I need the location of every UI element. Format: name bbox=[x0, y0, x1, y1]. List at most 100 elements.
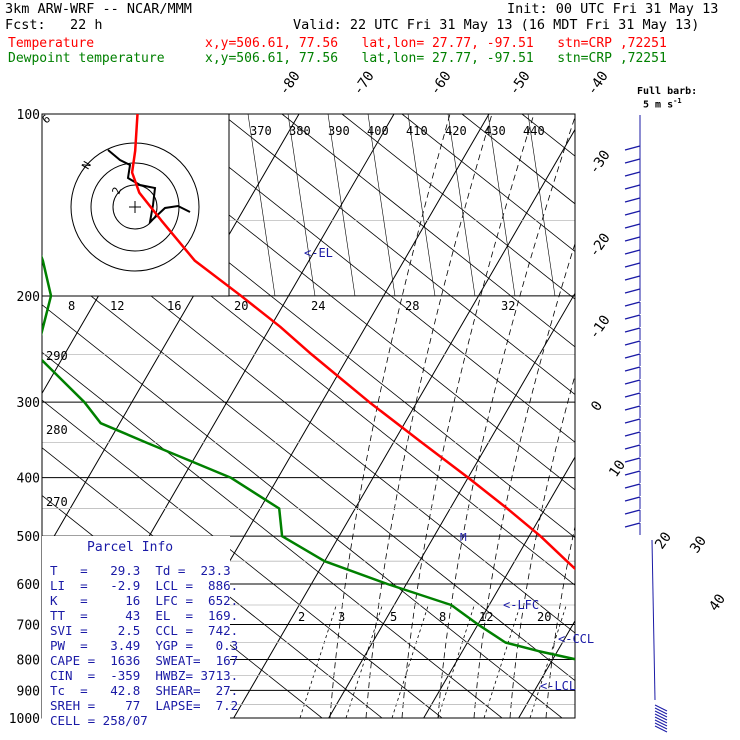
level-annotation: <-LFC bbox=[503, 598, 539, 612]
isotherm-label: -60 bbox=[427, 68, 455, 98]
isotherm-label: -20 bbox=[586, 230, 614, 260]
parcel-row-svi: SVI = 2.5 CCL = 742. bbox=[50, 623, 239, 638]
theta-line bbox=[487, 113, 516, 297]
forecast-hour: Fcst: 22 h bbox=[5, 17, 103, 33]
wind-barb bbox=[624, 405, 641, 411]
theta-line bbox=[527, 113, 556, 297]
wind-barb bbox=[624, 262, 641, 268]
parcel-info-box: Parcel Info T = 29.3 Td = 23.3 LI = -2.9… bbox=[42, 536, 238, 736]
parcel-row-k: K = 16 LFC = 652. bbox=[50, 593, 239, 608]
isotherm-label: -80 bbox=[276, 68, 304, 98]
mixing-ratio-label: 3 bbox=[338, 610, 345, 624]
temperature-legend-label: Temperature bbox=[8, 36, 95, 51]
mixing-ratio-line bbox=[391, 605, 429, 718]
isotherm-line bbox=[0, 114, 14, 718]
dry-adiabat-line bbox=[341, 114, 575, 300]
wind-barb bbox=[624, 353, 641, 359]
left-axis-extra-label: 270 bbox=[46, 495, 68, 509]
isotherm-line bbox=[423, 456, 575, 718]
dry-adiabat-line bbox=[161, 114, 575, 443]
theta-line bbox=[447, 113, 476, 297]
hodograph: N26 bbox=[40, 112, 230, 297]
wind-barb bbox=[624, 483, 641, 489]
mixing-ratio-label: 8 bbox=[439, 610, 446, 624]
wind-barb bbox=[624, 496, 641, 502]
theta-label: 380 bbox=[289, 124, 311, 138]
wind-barb bbox=[624, 210, 641, 216]
moist-adiabat-line bbox=[329, 114, 451, 718]
isotherm-line bbox=[614, 114, 740, 718]
moist-adiabat-line bbox=[618, 114, 740, 718]
dewpoint-profile bbox=[42, 254, 575, 661]
pressure-label-900: 900 bbox=[17, 684, 40, 699]
surface-barb bbox=[654, 719, 668, 727]
moist-adiabat-line bbox=[582, 114, 740, 718]
barb-legend-unit: 5 m s-1 bbox=[643, 97, 682, 111]
pressure-label-400: 400 bbox=[17, 472, 40, 487]
hodo-speed-label: 32 bbox=[501, 299, 515, 313]
wind-barbs bbox=[624, 115, 668, 733]
pressure-label-700: 700 bbox=[17, 618, 40, 633]
moist-adiabat-line bbox=[437, 115, 575, 718]
isotherm-label: -10 bbox=[586, 312, 614, 342]
wind-barb bbox=[624, 223, 641, 229]
wind-barb bbox=[624, 249, 641, 255]
parcel-row-li: LI = -2.9 LCL = 886. bbox=[50, 578, 239, 593]
init-time: Init: 00 UTC Fri 31 May 13 bbox=[507, 1, 719, 17]
moist-adiabat-line bbox=[473, 242, 575, 718]
theta-label: 420 bbox=[445, 124, 467, 138]
isotherm-line bbox=[709, 114, 740, 718]
mixing-ratio-label: 20 bbox=[537, 610, 551, 624]
theta-label: 430 bbox=[484, 124, 506, 138]
hodo-speed-label: 24 bbox=[311, 299, 325, 313]
dry-adiabat-line bbox=[582, 114, 740, 718]
parcel-row-sreh: SREH = 77 LAPSE= 7.2 bbox=[50, 698, 239, 713]
hodo-ring bbox=[112, 184, 158, 230]
isotherm-label: -70 bbox=[350, 68, 378, 98]
hodo-mark: 2 bbox=[110, 185, 124, 196]
hodo-speed-label: 16 bbox=[167, 299, 181, 313]
surface-barb bbox=[654, 725, 668, 733]
pressure-label-1000: 1000 bbox=[9, 712, 40, 727]
wind-barb bbox=[624, 444, 641, 450]
wind-barb bbox=[624, 197, 641, 203]
pressure-label-100: 100 bbox=[17, 108, 40, 123]
dry-adiabat-line bbox=[42, 256, 575, 682]
moist-adiabat-line bbox=[545, 524, 575, 718]
isotherm-label: -40 bbox=[584, 68, 612, 98]
isotherm-line bbox=[42, 114, 300, 559]
left-axis-extra-label: 290 bbox=[46, 349, 68, 363]
theta-label: 410 bbox=[406, 124, 428, 138]
wind-barb bbox=[624, 522, 641, 528]
wind-barb bbox=[624, 509, 641, 515]
pressure-label-500: 500 bbox=[17, 530, 40, 545]
parcel-row-cell: CELL = 258/07 bbox=[50, 713, 148, 728]
wind-barb bbox=[624, 392, 641, 398]
hodo-speed-label: 12 bbox=[110, 299, 124, 313]
level-annotation: <-CCL bbox=[558, 632, 594, 646]
hodo-speed-label: 28 bbox=[405, 299, 419, 313]
moist-adiabat-line bbox=[509, 374, 575, 718]
theta-line bbox=[327, 113, 356, 297]
wind-barb bbox=[624, 171, 641, 177]
isotherm-label: 10 bbox=[606, 457, 629, 480]
theta-label: 370 bbox=[250, 124, 272, 138]
dry-adiabat-line bbox=[42, 304, 563, 718]
surface-barb bbox=[654, 713, 668, 721]
mixing-ratio-line bbox=[299, 605, 337, 718]
mixing-ratio-line bbox=[345, 605, 383, 718]
isotherm-line bbox=[233, 128, 575, 718]
isotherm-label: 30 bbox=[687, 533, 710, 556]
parcel-row-t: T = 29.3 Td = 23.3 bbox=[50, 563, 231, 578]
theta-line bbox=[407, 113, 436, 297]
surface-barb bbox=[654, 704, 668, 712]
dry-adiabat-line bbox=[401, 114, 575, 253]
isotherm-line bbox=[328, 292, 575, 718]
dry-adiabat-line bbox=[221, 114, 575, 396]
dry-adiabat-line bbox=[642, 114, 740, 718]
barb-legend-title: Full barb: bbox=[637, 86, 698, 97]
dry-adiabat-line bbox=[702, 114, 740, 718]
moist-adiabat-line bbox=[654, 114, 740, 718]
theta-label: 390 bbox=[328, 124, 350, 138]
